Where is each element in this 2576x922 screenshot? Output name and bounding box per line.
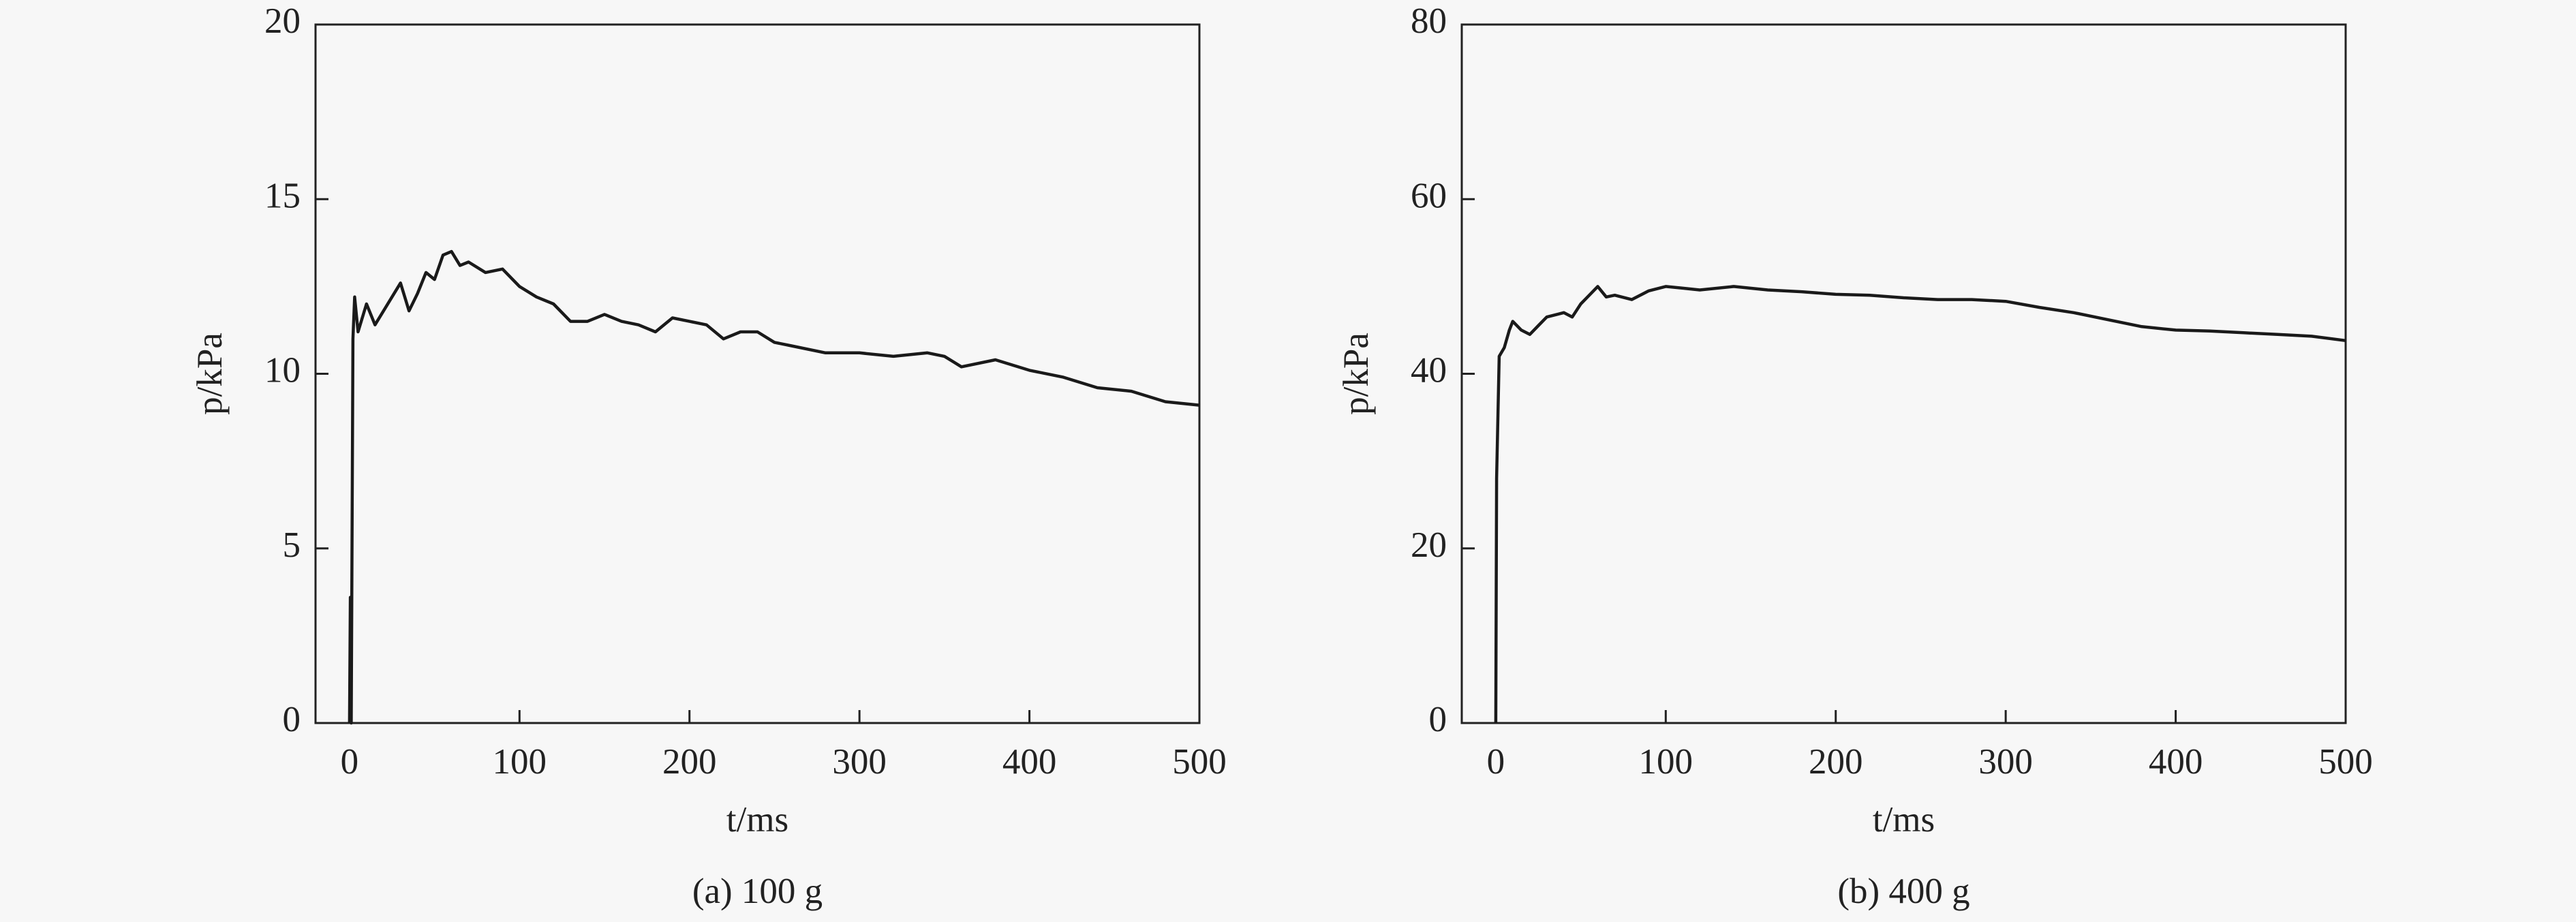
- x-tick-label: 100: [493, 742, 547, 782]
- y-tick-label: 80: [1411, 1, 1447, 41]
- y-tick-label: 60: [1411, 176, 1447, 215]
- x-axis-label: t/ms: [726, 800, 788, 840]
- x-tick-label: 200: [662, 742, 717, 782]
- x-tick-label: 200: [1809, 742, 1863, 782]
- x-axis-label: t/ms: [1873, 800, 1935, 840]
- chart-caption: (a) 100 g: [692, 872, 823, 911]
- x-tick-label: 300: [832, 742, 887, 782]
- x-tick-label: 400: [2149, 742, 2203, 782]
- x-tick-label: 400: [1002, 742, 1057, 782]
- y-tick-label: 20: [264, 1, 301, 41]
- y-tick-label: 0: [1429, 700, 1447, 739]
- y-tick-label: 10: [264, 351, 301, 390]
- x-tick-label: 500: [2318, 742, 2373, 782]
- x-tick-label: 0: [1487, 742, 1505, 782]
- y-tick-label: 15: [264, 176, 301, 215]
- y-axis-label: p/kPa: [190, 333, 230, 415]
- chart-caption: (b) 400 g: [1837, 872, 1969, 911]
- x-tick-label: 300: [1978, 742, 2033, 782]
- y-tick-label: 5: [283, 525, 301, 565]
- x-tick-label: 100: [1639, 742, 1693, 782]
- x-tick-label: 0: [341, 742, 359, 782]
- y-tick-label: 20: [1411, 525, 1447, 565]
- y-axis-label: p/kPa: [1336, 333, 1376, 415]
- x-tick-label: 500: [1172, 742, 1227, 782]
- data-line: [1494, 285, 2346, 724]
- y-tick-label: 0: [283, 700, 301, 739]
- data-line: [348, 249, 1200, 725]
- y-tick-label: 40: [1411, 351, 1447, 390]
